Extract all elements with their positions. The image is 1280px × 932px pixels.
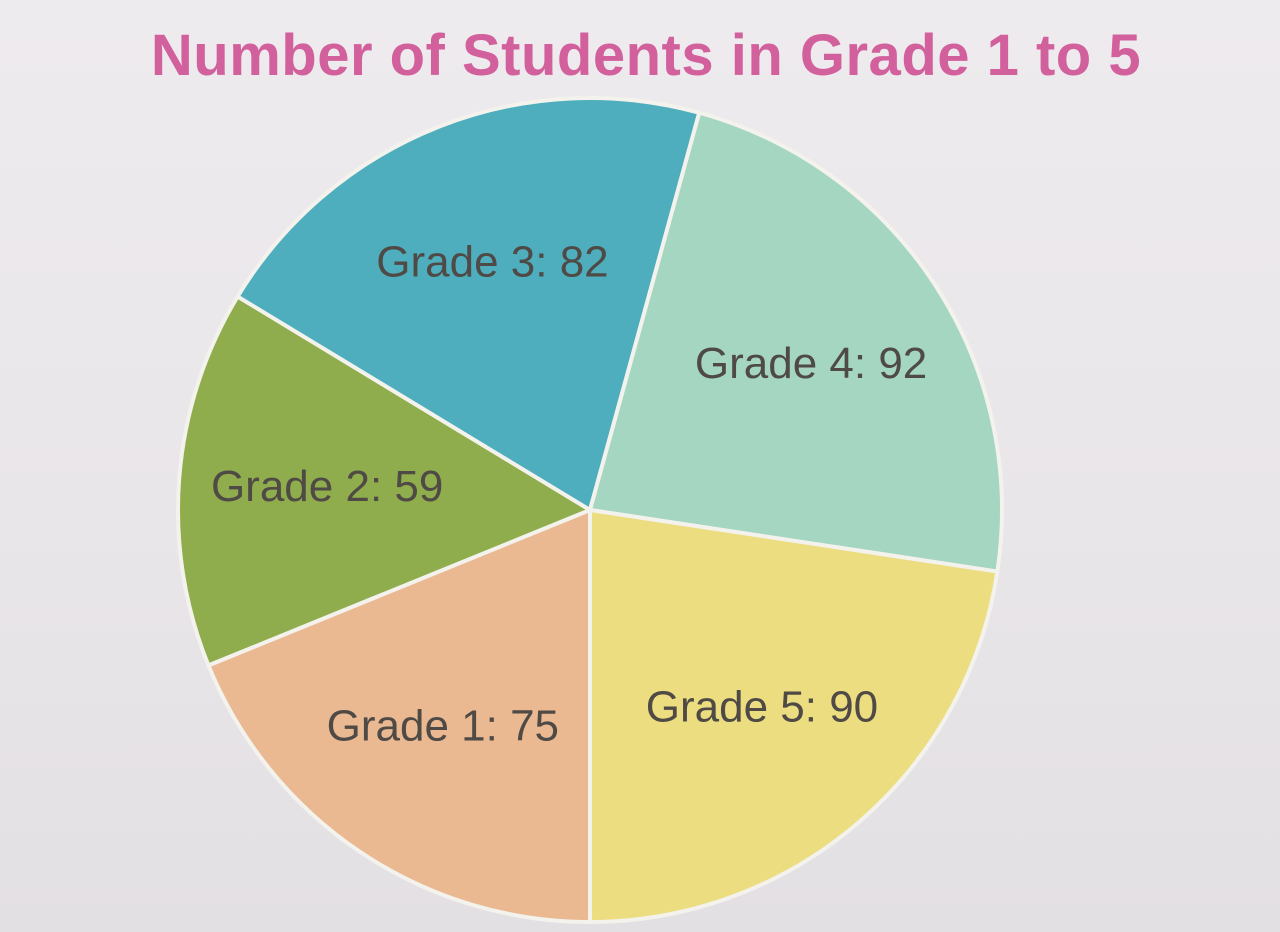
pie-slice-grade-5 [588,508,1000,924]
pie-label-grade-4: Grade 4: 92 [695,339,927,388]
pie-slice-grade-2 [176,294,592,668]
pie-labels: Grade 1: 75 Grade 2: 59 Grade 3: 82 Grade 4… [211,238,927,751]
pie-label-grade-1: Grade 1: 75 [327,701,559,750]
chart-title: Number of Students in Grade 1 to 5 [150,23,1142,88]
pie-label-grade-5: Grade 5: 90 [646,683,878,732]
pie-slice-grade-1 [206,508,592,924]
pie-label-grade-3: Grade 3: 82 [376,238,608,287]
pie-label-grade-2: Grade 2: 59 [211,462,443,511]
pie-slice-grade-4 [588,110,1004,574]
pie-slices [176,96,1004,924]
pie-slice-grade-3 [235,96,702,512]
